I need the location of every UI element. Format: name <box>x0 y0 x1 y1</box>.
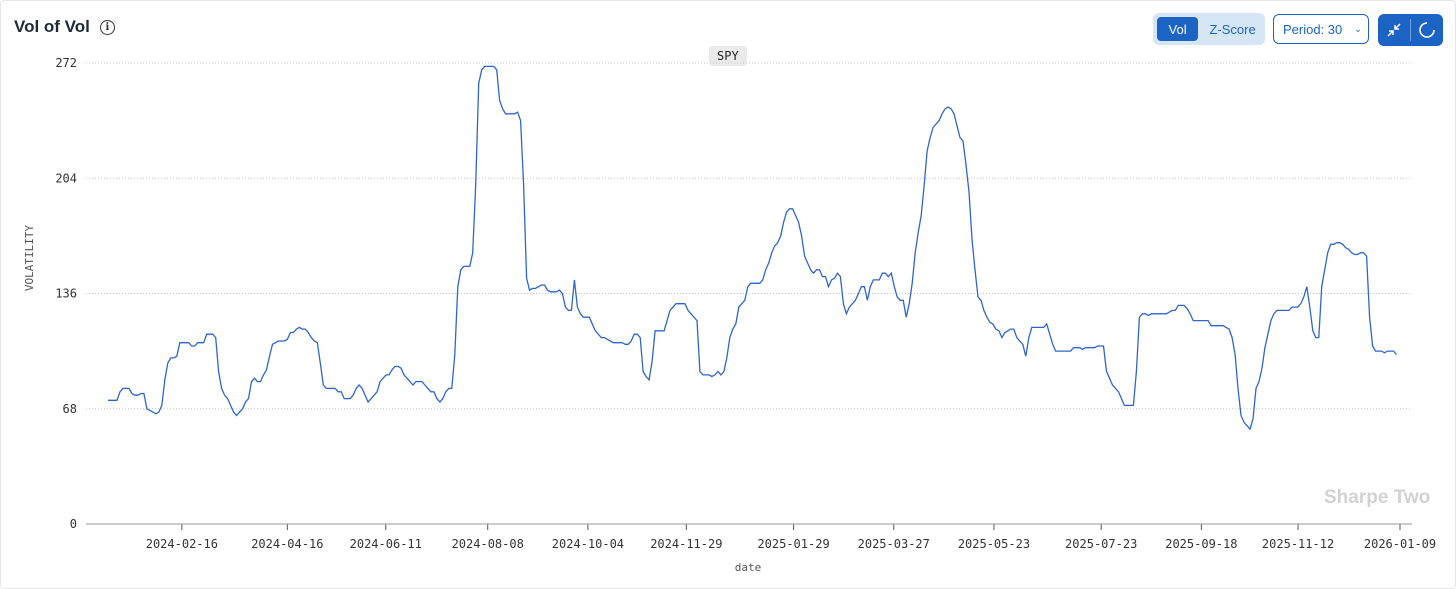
x-tick-label: 2024-06-11 <box>350 537 422 551</box>
x-tick-label: 2024-02-16 <box>146 537 218 551</box>
x-tick-label: 2025-09-18 <box>1165 537 1237 551</box>
collapse-icon[interactable] <box>1378 14 1410 46</box>
y-tick-label: 68 <box>63 402 77 416</box>
y-tick-label: 272 <box>55 56 77 70</box>
series-line-spy <box>108 65 1397 431</box>
vol-zscore-toggle: Vol Z-Score <box>1153 13 1265 45</box>
actions-divider <box>1410 19 1411 41</box>
x-tick-label: 2026-01-09 <box>1364 537 1436 551</box>
x-tick-label: 2025-03-27 <box>858 537 930 551</box>
y-tick-labels: 0 68 136 204 272 <box>55 56 77 531</box>
grid-lines <box>86 62 1412 410</box>
x-tick-label: 2025-07-23 <box>1065 537 1137 551</box>
chart-actions <box>1378 14 1443 46</box>
x-tick-label: 2025-11-12 <box>1262 537 1334 551</box>
chart-title: Vol of Vol <box>14 17 90 36</box>
period-select[interactable]: Period: 30 ⌄ <box>1273 14 1369 44</box>
refresh-icon[interactable] <box>1411 14 1443 46</box>
period-label: Period: 30 <box>1283 21 1343 37</box>
y-tick-label: 0 <box>70 517 77 531</box>
x-tick-label: 2024-04-16 <box>251 537 323 551</box>
x-tick-labels: 2024-02-16 2024-04-16 2024-06-11 2024-08-08… <box>146 524 1436 551</box>
y-tick-label: 136 <box>55 287 77 301</box>
x-tick-label: 2025-01-29 <box>757 537 829 551</box>
x-tick-label: 2025-05-23 <box>958 537 1030 551</box>
vol-toggle-option[interactable]: Vol <box>1157 17 1199 41</box>
x-tick-label: 2024-08-08 <box>452 537 524 551</box>
x-tick-label: 2024-11-29 <box>650 537 722 551</box>
chart-title-group: Vol of Vol i <box>14 17 115 37</box>
x-axis-label: date <box>735 561 762 574</box>
y-tick-label: 204 <box>55 171 77 185</box>
x-tick-label: 2024-10-04 <box>552 537 624 551</box>
info-icon[interactable]: i <box>99 19 115 35</box>
chevron-down-icon: ⌄ <box>1354 23 1362 34</box>
y-axis-label: VOLATILITY <box>23 225 36 292</box>
series-badge: SPY <box>709 46 747 66</box>
watermark: Sharpe Two <box>1324 487 1431 508</box>
zscore-toggle-option[interactable]: Z-Score <box>1209 21 1256 37</box>
